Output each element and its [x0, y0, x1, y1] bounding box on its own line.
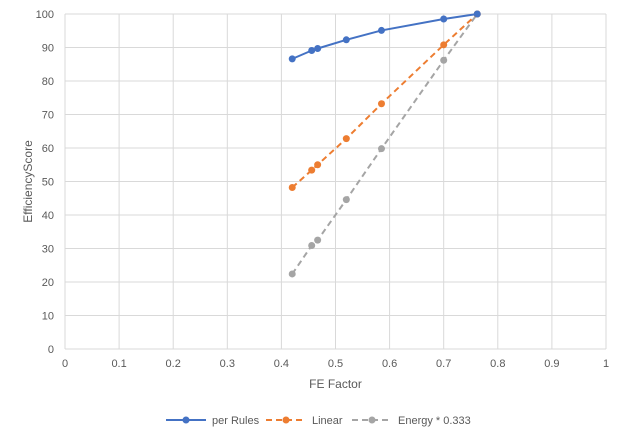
legend-label: Linear	[312, 415, 343, 427]
data-point	[377, 145, 385, 153]
data-point	[314, 45, 322, 53]
data-point	[440, 15, 448, 23]
data-point	[342, 196, 350, 204]
y-axis-title: EfficiencyScore	[21, 140, 35, 223]
y-tick-label: 100	[36, 9, 54, 21]
legend-marker	[182, 416, 190, 424]
series-line	[291, 13, 479, 275]
x-tick-label: 0.9	[544, 358, 559, 370]
y-tick-label: 50	[42, 177, 54, 189]
y-tick-label: 30	[42, 244, 54, 256]
x-tick-label: 0.1	[111, 358, 126, 370]
data-point	[440, 41, 448, 49]
legend-entry: Energy * 0.333	[352, 415, 471, 427]
data-point	[473, 10, 481, 18]
x-tick-label: 0	[62, 358, 68, 370]
y-tick-label: 90	[42, 43, 54, 55]
data-point	[314, 236, 322, 244]
series-0	[288, 10, 481, 63]
y-tick-label: 20	[42, 277, 54, 289]
data-point	[377, 26, 385, 34]
x-tick-label: 0.7	[436, 358, 451, 370]
data-point	[342, 135, 350, 143]
data-point	[308, 166, 316, 174]
data-point	[342, 36, 350, 44]
series-layer	[288, 10, 481, 278]
y-tick-label: 10	[42, 311, 54, 323]
x-tick-label: 0.3	[220, 358, 235, 370]
y-tick-label: 70	[42, 110, 54, 122]
legend-marker	[368, 416, 376, 424]
x-tick-label: 0.6	[382, 358, 397, 370]
legend-marker	[282, 416, 290, 424]
legend-label: Energy * 0.333	[398, 415, 471, 427]
legend-label: per Rules	[212, 415, 260, 427]
data-point	[288, 270, 296, 278]
legend-entry: per Rules	[166, 415, 260, 427]
data-point	[288, 55, 296, 63]
data-point	[308, 241, 316, 249]
x-tick-label: 0.5	[328, 358, 343, 370]
gridlines	[64, 13, 607, 350]
legend: per Rules Linear Energy * 0.333	[166, 415, 471, 427]
data-point	[440, 56, 448, 64]
x-tick-label: 0.2	[166, 358, 181, 370]
x-tick-label: 0.8	[490, 358, 505, 370]
x-tick-label: 0.4	[274, 358, 289, 370]
data-point	[377, 100, 385, 108]
y-tick-label: 40	[42, 210, 54, 222]
legend-entry: Linear	[266, 415, 343, 427]
data-point	[308, 47, 316, 55]
data-point	[288, 184, 296, 192]
x-tick-label: 1	[603, 358, 609, 370]
data-point	[314, 161, 322, 169]
x-axis-ticks: 0 0.1 0.2 0.3 0.4 0.5 0.6 0.7 0.8 0.9 1	[62, 358, 609, 370]
y-tick-label: 80	[42, 76, 54, 88]
y-axis-ticks: 0 10 20 30 40 50 60 70 80 90 100	[36, 9, 54, 356]
series-1	[288, 10, 481, 192]
x-axis-title: FE Factor	[309, 377, 362, 391]
y-tick-label: 0	[48, 344, 54, 356]
y-tick-label: 60	[42, 143, 54, 155]
series-line	[291, 13, 478, 189]
